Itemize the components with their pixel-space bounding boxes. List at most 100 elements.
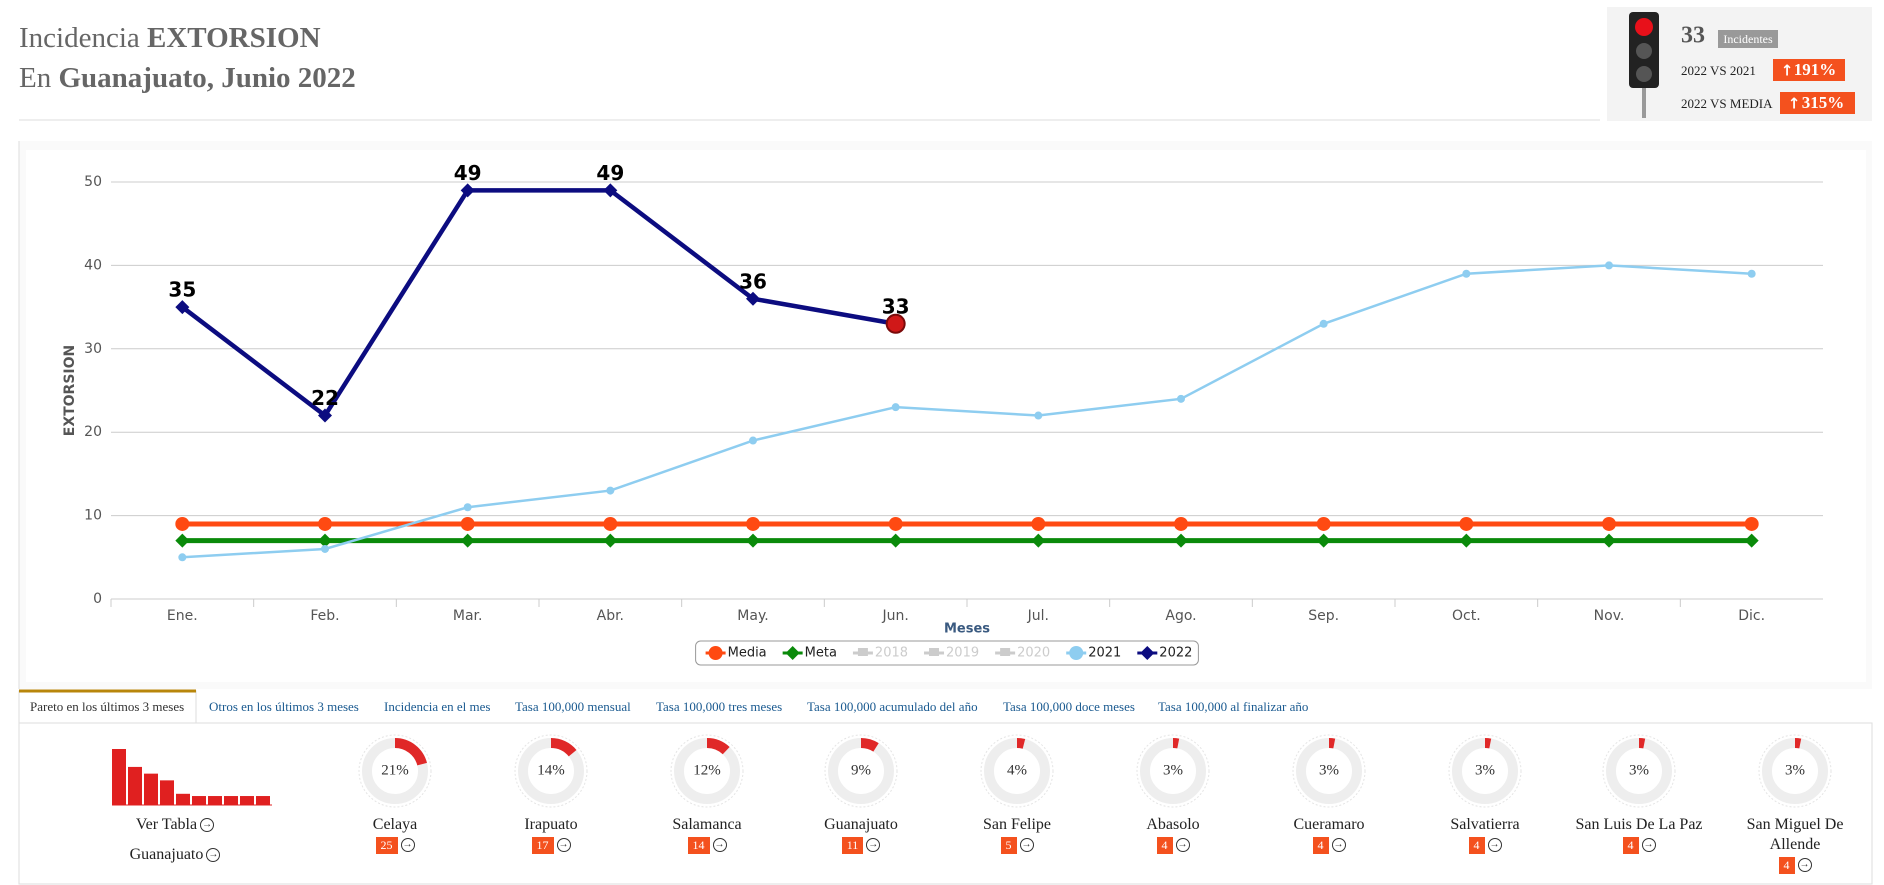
y-tick-label: 30 <box>84 341 102 357</box>
detail-icon[interactable]: → <box>1175 838 1190 853</box>
tab[interactable]: Tasa 100,000 al finalizar año <box>1158 699 1308 714</box>
y-tick-label: 40 <box>84 257 102 273</box>
x-tick-label: Jun. <box>882 608 909 624</box>
point <box>746 533 760 548</box>
legend-label[interactable]: Meta <box>805 646 837 661</box>
donut-arc <box>1140 738 1206 804</box>
point <box>460 516 475 531</box>
tab[interactable]: Tasa 100,000 tres meses <box>656 699 782 714</box>
point <box>603 183 618 198</box>
detail-icon[interactable]: → <box>1641 838 1656 853</box>
tab[interactable]: Tasa 100,000 acumulado del año <box>807 699 978 714</box>
link-text[interactable]: Guanajuato <box>129 846 204 863</box>
mini-bar <box>208 796 222 805</box>
donut-outline <box>980 734 1054 808</box>
x-tick-label: Ago. <box>1165 608 1196 624</box>
detail-icon[interactable]: → <box>400 838 415 853</box>
point <box>1034 411 1043 420</box>
legend-label[interactable]: 2021 <box>1088 646 1121 661</box>
point <box>1459 516 1474 531</box>
count-row: 17 → <box>476 835 626 855</box>
point <box>603 516 618 531</box>
tab[interactable]: Pareto en los últimos 3 meses <box>30 699 184 714</box>
point <box>321 544 329 553</box>
count-badge: 11 <box>841 837 864 854</box>
subtitle-prefix: En <box>19 62 52 94</box>
detail-icon[interactable]: → <box>556 838 571 853</box>
pareto-panel <box>18 722 1873 885</box>
donut-label: 3% <box>1163 762 1183 778</box>
link-text[interactable]: Ver Tabla <box>135 816 198 833</box>
compare-value: 315% <box>1802 93 1845 112</box>
count-badge: 25 <box>375 837 398 854</box>
donut-outline <box>1448 734 1522 808</box>
point <box>1602 533 1616 548</box>
detail-icon[interactable]: → <box>1019 838 1034 853</box>
title-prefix: Incidencia <box>19 22 140 54</box>
point <box>1747 269 1756 278</box>
donut-arc <box>984 738 1050 804</box>
arrow-icon: ↑ <box>1781 62 1794 80</box>
count-badge: 4 <box>1778 857 1795 874</box>
light-off <box>1636 66 1652 82</box>
count-row: 4 → <box>1720 855 1870 875</box>
link[interactable]: Ver Tabla → <box>100 815 250 835</box>
compare-badge <box>1773 59 1845 81</box>
detail-icon[interactable]: → <box>1487 838 1502 853</box>
point <box>175 533 190 548</box>
detail-icon[interactable]: → <box>1797 858 1812 873</box>
x-tick-label: Nov. <box>1594 608 1625 624</box>
count-row: 14 → <box>632 835 782 855</box>
legend-label[interactable]: Media <box>728 646 767 661</box>
x-tick-label: Oct. <box>1452 608 1481 624</box>
point <box>178 553 187 562</box>
detail-icon[interactable]: → <box>866 838 881 853</box>
mini-bar <box>224 796 238 805</box>
detail-icon[interactable]: → <box>712 838 727 853</box>
link-icon[interactable]: → <box>200 818 215 833</box>
point <box>891 403 900 412</box>
municipio-name: San Miguel De Allende <box>1746 816 1844 853</box>
municipio-name: Cueramaro <box>1293 816 1365 833</box>
tab[interactable]: Tasa 100,000 doce meses <box>1003 699 1135 714</box>
tab[interactable]: Otros en los últimos 3 meses <box>209 699 359 714</box>
legend-label[interactable]: 2022 <box>1159 646 1192 661</box>
legend-label[interactable]: 2018 <box>875 646 908 661</box>
donut-arc <box>674 738 740 804</box>
detail-icon[interactable]: → <box>1331 838 1346 853</box>
donut-arc <box>518 738 584 804</box>
count-badge: 4 <box>1156 837 1173 854</box>
municipio-name: San Felipe <box>983 816 1051 833</box>
point <box>1605 261 1613 270</box>
point <box>1744 533 1759 548</box>
link-icon[interactable]: → <box>206 848 221 863</box>
point <box>318 408 332 423</box>
municipio: San Luis De La Paz 4 → <box>1564 815 1714 855</box>
point <box>1174 533 1188 548</box>
tab-active[interactable] <box>18 690 197 724</box>
legend-label[interactable]: 2020 <box>1017 646 1050 661</box>
subtitle: En Guanajuato, Junio 2022 <box>19 62 356 94</box>
donut-label: 3% <box>1785 762 1805 778</box>
link[interactable]: Guanajuato → <box>100 845 250 865</box>
count-row: 4 → <box>1254 835 1404 855</box>
point <box>1319 319 1328 328</box>
compare-value: 191% <box>1794 60 1837 79</box>
x-tick-label: May. <box>737 608 768 624</box>
legend-label[interactable]: 2019 <box>946 646 979 661</box>
x-tick-label: Ene. <box>167 608 198 624</box>
donut-arc <box>1296 738 1362 804</box>
mini-bar <box>128 766 142 805</box>
donut-outline <box>824 734 898 808</box>
y-tick-label: 20 <box>84 424 102 440</box>
municipio-name: Celaya <box>372 816 418 833</box>
light-pole <box>1642 86 1646 118</box>
mini-bar <box>256 796 270 805</box>
donut-outline <box>1136 734 1210 808</box>
donut-label: 3% <box>1629 762 1649 778</box>
tab[interactable]: Incidencia en el mes <box>384 699 490 714</box>
donut-label: 21% <box>381 762 409 778</box>
tab[interactable]: Tasa 100,000 mensual <box>515 699 631 714</box>
point <box>460 533 475 548</box>
municipio: San Felipe 5 → <box>942 815 1092 855</box>
